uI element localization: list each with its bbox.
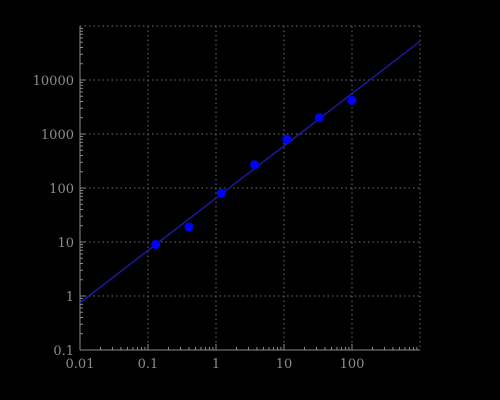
axis-ticks — [79, 27, 418, 351]
x-tick-label: 1 — [212, 357, 220, 372]
data-point — [151, 239, 161, 249]
fit-line — [79, 40, 421, 304]
data-point — [250, 160, 260, 170]
data-point — [282, 134, 292, 144]
y-tick-label: 1 — [66, 290, 74, 305]
y-tick-label: 10 — [57, 236, 74, 251]
y-tick-label: 1000 — [41, 128, 74, 143]
data-point — [314, 113, 324, 123]
grid-lines — [80, 25, 421, 350]
data-point — [216, 188, 226, 198]
x-tick-label: 10 — [276, 357, 293, 372]
data-point — [184, 222, 194, 232]
x-tick-label: 0.1 — [138, 357, 159, 372]
y-tick-label: 0.1 — [53, 344, 74, 359]
x-tick-label: 0.01 — [66, 357, 95, 372]
data-series — [79, 40, 421, 304]
data-point — [347, 95, 357, 105]
x-tick-label: 100 — [340, 357, 365, 372]
y-tick-label: 10000 — [33, 74, 74, 89]
y-tick-label: 100 — [49, 182, 74, 197]
